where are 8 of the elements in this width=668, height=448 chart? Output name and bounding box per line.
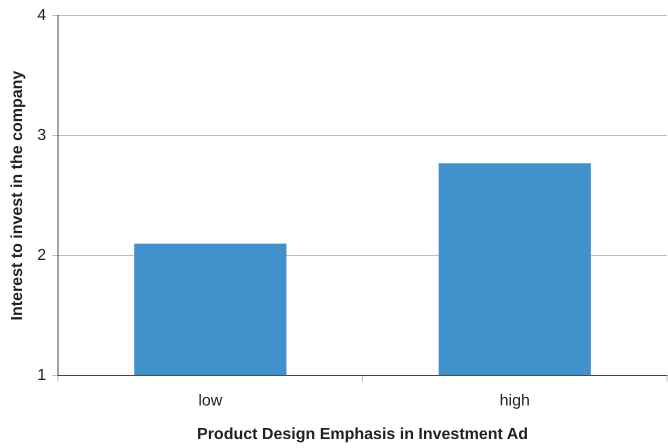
y-tick-label: 2	[37, 247, 46, 264]
y-tick-label: 3	[37, 127, 46, 144]
y-tick-label: 4	[37, 7, 46, 24]
y-tick-label: 1	[37, 367, 46, 384]
y-axis-title: Interest to invest in the company	[9, 70, 26, 321]
x-axis-title: Product Design Emphasis in Investment Ad	[197, 426, 528, 443]
x-tick-label: high	[500, 392, 530, 410]
x-tick-label: low	[198, 392, 223, 410]
